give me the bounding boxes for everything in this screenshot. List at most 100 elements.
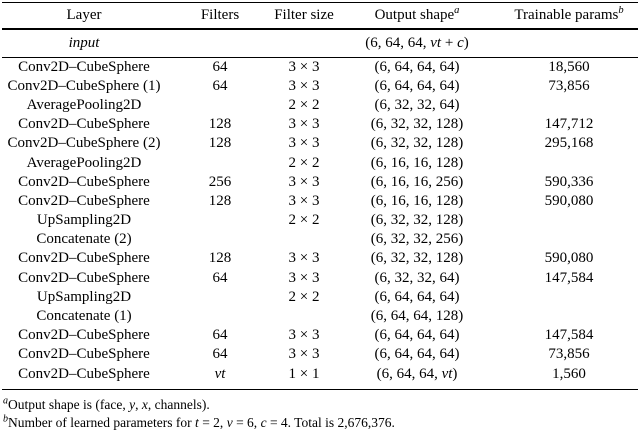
cell-params: 18,560 — [548, 58, 590, 75]
cell-params: 73,856 — [548, 77, 590, 94]
cell-params — [500, 230, 638, 249]
footnote-b-marker: b — [3, 413, 8, 425]
cell-size: 2 × 2 — [288, 96, 320, 113]
cell-params — [500, 288, 638, 307]
col-header-trainable-params: Trainable paramsb — [500, 3, 638, 29]
cell-params — [500, 307, 638, 326]
cell-params: 590,336 — [544, 173, 594, 190]
col-header-output-shape-label: Output shape — [374, 6, 455, 23]
footnote-a-text: Output shape is (face, y, x, channels). — [8, 397, 210, 413]
table-row: Conv2D–CubeSphere (2) 128 3 × 3 (6, 32, 32,… — [2, 134, 638, 153]
cell-size: 3 × 3 — [288, 135, 320, 152]
col-header-filters: Filters — [166, 3, 274, 29]
table-row: AveragePooling2D 2 × 2 (6, 32, 32, 64) — [2, 96, 638, 115]
cell-filters — [166, 211, 274, 230]
col-header-trainable-params-label: Trainable params — [514, 6, 619, 23]
cell-size: 3 × 3 — [288, 116, 320, 133]
cell-shape: (6, 32, 32, 128) — [370, 116, 464, 133]
cell-filters — [166, 230, 274, 249]
cell-layer: Conv2D–CubeSphere — [18, 250, 150, 267]
table-row: Conv2D–CubeSphere 64 3 × 3 (6, 64, 64, 64) 1… — [2, 326, 638, 345]
cell-size: 2 × 2 — [288, 288, 320, 305]
spacer-row — [2, 384, 638, 390]
cell-layer: Conv2D–CubeSphere — [18, 327, 150, 344]
footnote-b-text: Number of learned parameters for t = 2, … — [8, 414, 395, 430]
cell-layer: Conv2D–CubeSphere — [18, 58, 150, 75]
cell-size: 1 × 1 — [288, 365, 320, 382]
footnotes: aOutput shape is (face, y, x, channels).… — [3, 396, 640, 431]
table-row: Conv2D–CubeSphere 64 3 × 3 (6, 64, 64, 64) 1… — [2, 58, 638, 77]
input-row-section: input (6, 64, 64, vt + c) — [2, 29, 638, 58]
col-header-filter-size-label: Filter size — [274, 6, 334, 23]
cell-layer: input — [2, 29, 166, 58]
cell-shape: (6, 32, 32, 64) — [374, 269, 460, 286]
cell-params: 147,584 — [544, 327, 594, 344]
col-header-trainable-params-sup: b — [618, 4, 624, 16]
cell-layer: Conv2D–CubeSphere (1) — [7, 77, 161, 94]
cell-filters: 64 — [212, 77, 228, 94]
cell-params — [500, 211, 638, 230]
cell-shape: (6, 32, 32, 128) — [370, 135, 464, 152]
table-row: Concatenate (2) (6, 32, 32, 256) — [2, 230, 638, 249]
cell-filters — [166, 29, 274, 58]
cell-layer: AveragePooling2D — [26, 154, 142, 171]
cell-layer: Concatenate (2) — [36, 231, 132, 248]
input-label: input — [68, 34, 100, 51]
cell-filters — [166, 288, 274, 307]
table-row: Conv2D–CubeSphere 128 3 × 3 (6, 32, 32, 128… — [2, 115, 638, 134]
cell-size — [274, 307, 334, 326]
cell-size: 3 × 3 — [288, 269, 320, 286]
cell-params: 295,168 — [544, 135, 594, 152]
footnote-a-marker: a — [3, 395, 8, 407]
table-header: Layer Filters Filter size Output shapea … — [2, 3, 638, 29]
cell-shape: (6, 32, 32, 128) — [370, 250, 464, 267]
cell-filters: 128 — [208, 250, 232, 267]
table-row: UpSampling2D 2 × 2 (6, 32, 32, 128) — [2, 211, 638, 230]
cell-params: 590,080 — [544, 192, 594, 209]
cell-size: 3 × 3 — [288, 58, 320, 75]
cell-size: 3 × 3 — [288, 327, 320, 344]
table-row: Conv2D–CubeSphere (1) 64 3 × 3 (6, 64, 64, … — [2, 77, 638, 96]
cell-filters: 128 — [208, 135, 232, 152]
col-header-layer: Layer — [2, 3, 166, 29]
col-header-filters-label: Filters — [200, 6, 240, 23]
cell-layer: Conv2D–CubeSphere — [18, 346, 150, 363]
col-header-filter-size: Filter size — [274, 3, 334, 29]
cell-size: 3 × 3 — [288, 173, 320, 190]
cell-layer: Concatenate (1) — [36, 308, 132, 325]
cell-filters: 64 — [212, 58, 228, 75]
cell-layer: Conv2D–CubeSphere — [18, 269, 150, 286]
cell-shape: (6, 32, 32, 64) — [374, 96, 460, 113]
architecture-table: Layer Filters Filter size Output shapea … — [2, 2, 638, 391]
table-body: Conv2D–CubeSphere 64 3 × 3 (6, 64, 64, 64) 1… — [2, 58, 638, 384]
cell-filters — [166, 96, 274, 115]
cell-params: 590,080 — [544, 250, 594, 267]
cell-filters: 64 — [212, 346, 228, 363]
cell-shape: (6, 64, 64, 64) — [374, 346, 460, 363]
spacer-cell — [2, 384, 638, 390]
cell-layer: UpSampling2D — [36, 212, 132, 229]
cell-size — [274, 29, 334, 58]
table-row: Concatenate (1) (6, 64, 64, 128) — [2, 307, 638, 326]
table-row: Conv2D–CubeSphere vt 1 × 1 (6, 64, 64, vt) 1… — [2, 365, 638, 384]
table-row: Conv2D–CubeSphere 128 3 × 3 (6, 32, 32, 128… — [2, 249, 638, 268]
cell-filters: 256 — [208, 173, 232, 190]
cell-shape: (6, 16, 16, 128) — [370, 154, 464, 171]
cell-size: 3 × 3 — [288, 192, 320, 209]
cell-shape: (6, 64, 64, 64) — [374, 77, 460, 94]
cell-layer: AveragePooling2D — [26, 96, 142, 113]
cell-params: 147,712 — [544, 116, 594, 133]
cell-params: 1,560 — [552, 365, 586, 382]
table-bottom-spacer — [2, 384, 638, 390]
cell-shape: (6, 64, 64, 64) — [374, 58, 460, 75]
cell-shape: (6, 64, 64, vt) — [376, 365, 458, 382]
table-row: AveragePooling2D 2 × 2 (6, 16, 16, 128) — [2, 153, 638, 172]
table-row: Conv2D–CubeSphere 64 3 × 3 (6, 64, 64, 64) 7… — [2, 345, 638, 364]
cell-size: 3 × 3 — [288, 77, 320, 94]
table-row: UpSampling2D 2 × 2 (6, 64, 64, 64) — [2, 288, 638, 307]
cell-params — [500, 96, 638, 115]
cell-layer: Conv2D–CubeSphere — [18, 365, 150, 382]
table-row: Conv2D–CubeSphere 64 3 × 3 (6, 32, 32, 64) 1… — [2, 269, 638, 288]
cell-shape: (6, 32, 32, 256) — [370, 231, 464, 248]
cell-shape: (6, 64, 64, 64) — [374, 327, 460, 344]
